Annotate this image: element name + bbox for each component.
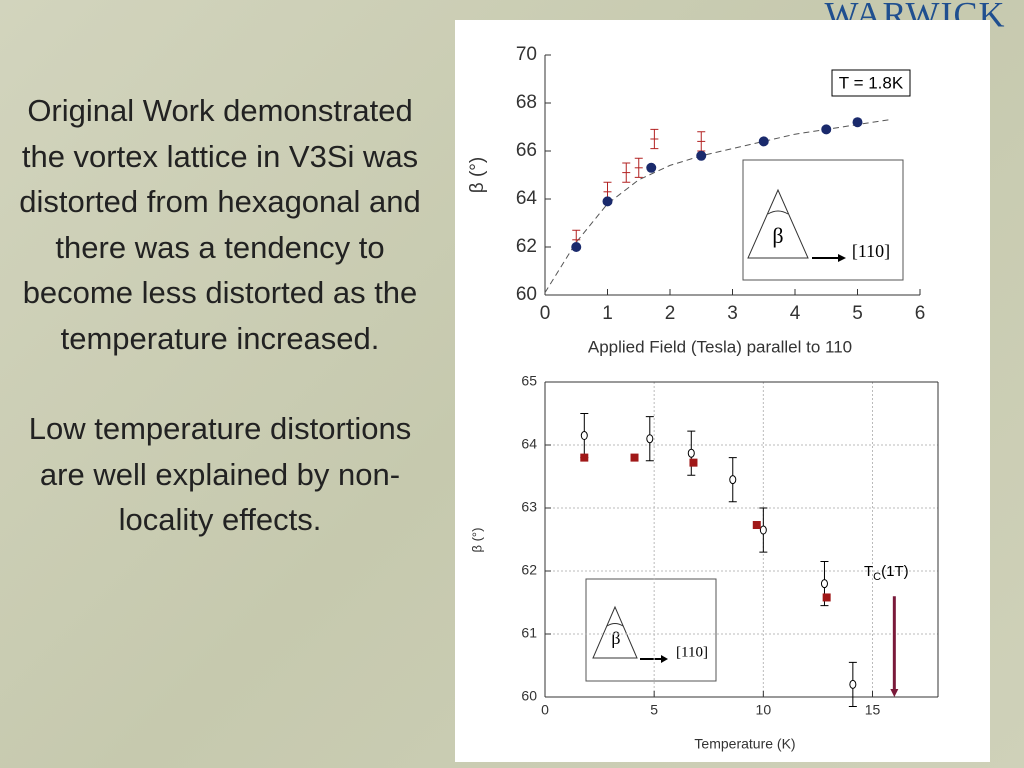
inset xyxy=(585,578,717,682)
point xyxy=(849,679,857,689)
annotation-box xyxy=(831,69,911,97)
inset-angle xyxy=(767,210,789,215)
x-tick-label: 6 xyxy=(915,303,926,324)
x-tick-label: 5 xyxy=(650,702,658,718)
y-tick-label: 60 xyxy=(516,284,537,305)
x-tick-label: 3 xyxy=(727,303,738,324)
paragraph: Original Work demonstrated the vortex la… xyxy=(19,93,421,356)
point xyxy=(687,448,695,458)
inset-arrowhead xyxy=(661,655,668,663)
inset-arrowhead xyxy=(838,254,846,262)
tc-arrowhead xyxy=(890,689,899,697)
point xyxy=(752,521,761,530)
y-tick-label: 66 xyxy=(516,140,537,161)
point xyxy=(852,117,863,128)
inset-label: [110] xyxy=(676,644,708,660)
x-tick-label: 4 xyxy=(790,303,801,324)
y-axis-label: β (°) xyxy=(469,528,484,553)
inset-triangle xyxy=(592,605,638,659)
slide-text: Original Work demonstrated the vortex la… xyxy=(5,88,435,588)
inset-label: β xyxy=(772,223,783,248)
x-tick-label: 2 xyxy=(665,303,676,324)
tc-rest: (1T) xyxy=(881,563,909,580)
y-tick-label: 62 xyxy=(516,236,537,257)
point xyxy=(630,453,639,462)
point xyxy=(580,431,588,441)
inset xyxy=(742,159,904,281)
x-tick-label: 0 xyxy=(540,303,551,324)
x-tick-label: 15 xyxy=(865,702,881,718)
inset-label: β xyxy=(611,628,620,648)
point xyxy=(646,162,657,173)
fit-line xyxy=(544,119,889,293)
point xyxy=(646,434,654,444)
point xyxy=(729,475,737,485)
y-tick-label: 61 xyxy=(521,625,537,641)
point xyxy=(571,242,582,252)
y-tick-label: 70 xyxy=(516,44,537,65)
y-tick-label: 65 xyxy=(521,373,537,389)
x-tick-label: 1 xyxy=(602,303,613,324)
inset-angle xyxy=(606,623,624,627)
point xyxy=(759,525,767,535)
y-tick-label: 68 xyxy=(516,92,537,113)
y-tick-label: 62 xyxy=(521,562,537,578)
point xyxy=(822,593,831,602)
inset-label: [110] xyxy=(852,241,890,261)
tc-label: TC(1T) xyxy=(864,563,909,583)
y-tick-label: 64 xyxy=(516,188,538,209)
paragraph: Low temperature distortions are well exp… xyxy=(28,411,412,537)
tc-sub: C xyxy=(873,571,881,583)
x-tick-label: 5 xyxy=(852,303,863,324)
tc-main: T xyxy=(864,563,873,580)
chart-panel xyxy=(455,360,990,762)
y-axis-label: β (°) xyxy=(467,157,488,193)
point xyxy=(689,458,698,467)
x-axis-label: Applied Field (Tesla) parallel to 110 xyxy=(588,337,852,356)
point xyxy=(821,124,832,135)
x-axis-label: Temperature (K) xyxy=(694,736,795,752)
point xyxy=(580,453,589,462)
x-tick-label: 10 xyxy=(756,702,772,718)
annotation: T = 1.8K xyxy=(839,73,904,92)
y-tick-label: 64 xyxy=(521,436,537,452)
point xyxy=(758,136,769,147)
point xyxy=(696,150,707,161)
inset-triangle xyxy=(747,188,809,259)
x-tick-label: 0 xyxy=(541,702,549,718)
y-tick-label: 60 xyxy=(521,688,537,704)
point xyxy=(602,196,613,207)
point xyxy=(820,579,828,589)
y-tick-label: 63 xyxy=(521,499,537,515)
